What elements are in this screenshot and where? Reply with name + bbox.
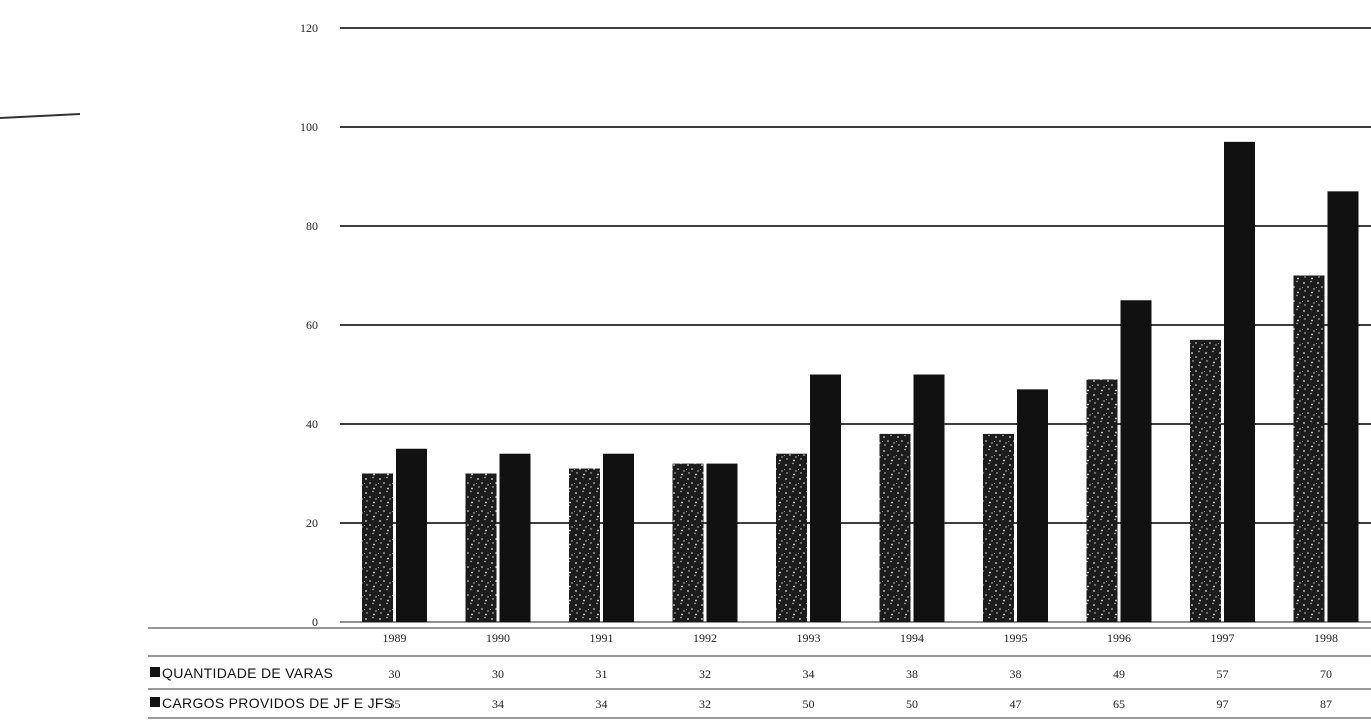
bar-cargos-providos	[1327, 191, 1359, 622]
bar-cargos-providos	[603, 453, 634, 622]
bar-cargos-providos	[706, 463, 738, 622]
x-category-label: 1995	[1004, 631, 1028, 645]
y-tick-label: 80	[306, 219, 318, 233]
y-tick-label: 40	[306, 417, 318, 431]
legend-row-label: CARGOS PROVIDOS DE JF E JFS	[162, 695, 393, 711]
y-tick-label: 60	[306, 318, 318, 332]
table-cell-value: 35	[389, 697, 401, 711]
bar-cargos-providos	[1017, 389, 1048, 622]
bar-quantidade-de-varas	[672, 463, 704, 622]
y-tick-label: 0	[312, 615, 318, 629]
bars	[362, 141, 1359, 622]
x-category-label: 1998	[1314, 631, 1338, 645]
legend-swatch	[150, 697, 160, 707]
bar-quantidade-de-varas	[1086, 379, 1118, 622]
legend-row-label: QUANTIDADE DE VARAS	[162, 665, 333, 681]
bar-quantidade-de-varas	[1190, 339, 1221, 622]
table-cell-value: 49	[1113, 667, 1125, 681]
y-tick-label: 100	[300, 120, 318, 134]
bar-quantidade-de-varas	[983, 433, 1014, 622]
legend-swatch	[150, 667, 160, 677]
data-table: QUANTIDADE DE VARAS 30 30 31 32 34 38 38 49 57 70 C…	[148, 627, 1371, 719]
bar-quantidade-de-varas	[1293, 275, 1325, 622]
bar-cargos-providos	[810, 374, 841, 622]
table-cell-value: 34	[492, 697, 504, 711]
bar-quantidade-de-varas	[465, 473, 497, 622]
y-axis-ticks: 0 20 40 60 80 100 120	[300, 21, 318, 629]
table-cell-value: 57	[1217, 667, 1229, 681]
x-category-label: 1994	[900, 631, 924, 645]
x-category-label: 1990	[486, 631, 510, 645]
x-category-label: 1992	[693, 631, 717, 645]
table-cell-value: 34	[803, 667, 815, 681]
x-category-label: 1989	[383, 631, 407, 645]
table-cell-value: 97	[1217, 697, 1229, 711]
bar-cargos-providos	[1120, 300, 1152, 622]
table-cell-value: 34	[596, 697, 608, 711]
bar-quantidade-de-varas	[776, 453, 807, 622]
table-cell-value: 65	[1113, 697, 1125, 711]
bar-cargos-providos	[913, 374, 945, 622]
x-axis-categories: 1989 1990 1991 1992 1993 1994 1995 1996 1997 1998	[383, 631, 1339, 645]
x-category-label: 1993	[797, 631, 821, 645]
y-tick-label: 20	[306, 516, 318, 530]
scan-mark	[0, 113, 81, 119]
table-cell-value: 38	[1010, 667, 1022, 681]
y-tick-label: 120	[300, 21, 318, 35]
table-cell-value: 50	[906, 697, 918, 711]
bar-quantidade-de-varas	[569, 468, 600, 622]
x-category-label: 1991	[590, 631, 614, 645]
table-cell-value: 31	[596, 667, 608, 681]
bar-quantidade-de-varas	[362, 473, 393, 622]
x-category-label: 1996	[1107, 631, 1131, 645]
table-cell-value: 47	[1010, 697, 1022, 711]
table-cell-value: 87	[1320, 697, 1332, 711]
bar-cargos-providos	[396, 448, 427, 622]
table-cell-value: 50	[803, 697, 815, 711]
table-cell-value: 30	[492, 667, 504, 681]
bar-cargos-providos	[1224, 141, 1255, 622]
table-cell-value: 32	[699, 697, 711, 711]
table-cell-value: 38	[906, 667, 918, 681]
table-cell-value: 70	[1320, 667, 1332, 681]
x-category-label: 1997	[1211, 631, 1235, 645]
bar-quantidade-de-varas	[879, 433, 911, 622]
bar-cargos-providos	[499, 453, 531, 622]
table-cell-value: 32	[699, 667, 711, 681]
table-cell-value: 30	[389, 667, 401, 681]
